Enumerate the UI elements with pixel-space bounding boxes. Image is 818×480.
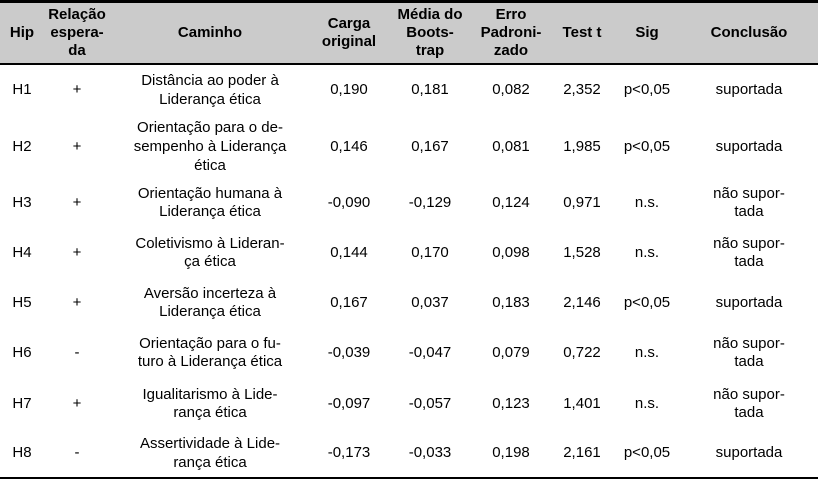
table-row: H4 + Coletivismo à Lideran- ça ética 0,1… <box>0 228 818 279</box>
column-header-media-bootstrap: Média do Boots- trap <box>388 1 472 65</box>
cell-test-t: 2,161 <box>550 430 614 479</box>
cell-hip: H6 <box>0 328 44 379</box>
cell-test-t: 0,722 <box>550 328 614 379</box>
cell-erro: 0,081 <box>472 116 550 179</box>
cell-media: 0,167 <box>388 116 472 179</box>
table-row: H1 + Distância ao poder à Liderança étic… <box>0 64 818 116</box>
cell-erro: 0,183 <box>472 278 550 329</box>
cell-hip: H2 <box>0 116 44 179</box>
cell-caminho: Orientação humana à Liderança ética <box>110 178 310 229</box>
cell-relacao: + <box>44 278 110 329</box>
cell-conclusao: suportada <box>680 64 818 116</box>
cell-media: -0,047 <box>388 328 472 379</box>
cell-carga: 0,146 <box>310 116 388 179</box>
cell-relacao: + <box>44 228 110 279</box>
cell-media: 0,037 <box>388 278 472 329</box>
cell-conclusao: não supor- tada <box>680 378 818 431</box>
cell-test-t: 2,146 <box>550 278 614 329</box>
column-header-erro-padronizado: Erro Padroni- zado <box>472 1 550 65</box>
cell-conclusao: não supor- tada <box>680 228 818 279</box>
cell-carga: 0,144 <box>310 228 388 279</box>
cell-test-t: 1,985 <box>550 116 614 179</box>
cell-erro: 0,082 <box>472 64 550 116</box>
cell-carga: -0,173 <box>310 430 388 479</box>
cell-caminho: Igualitarismo à Lide- rança ética <box>110 378 310 431</box>
cell-relacao: - <box>44 328 110 379</box>
cell-conclusao: suportada <box>680 430 818 479</box>
table-row: H5 + Aversão incerteza à Liderança ética… <box>0 278 818 329</box>
cell-carga: -0,090 <box>310 178 388 229</box>
cell-caminho: Orientação para o fu- turo à Liderança é… <box>110 328 310 379</box>
table-body: H1 + Distância ao poder à Liderança étic… <box>0 64 818 479</box>
cell-sig: n.s. <box>614 228 680 279</box>
cell-caminho: Aversão incerteza à Liderança ética <box>110 278 310 329</box>
cell-sig: p<0,05 <box>614 64 680 116</box>
cell-hip: H8 <box>0 430 44 479</box>
header-row: Hip Relação espera- da Caminho Carga ori… <box>0 1 818 65</box>
column-header-hip: Hip <box>0 1 44 65</box>
cell-carga: 0,190 <box>310 64 388 116</box>
cell-relacao: + <box>44 178 110 229</box>
cell-relacao: + <box>44 64 110 116</box>
cell-conclusao: não supor- tada <box>680 328 818 379</box>
cell-test-t: 2,352 <box>550 64 614 116</box>
cell-caminho: Coletivismo à Lideran- ça ética <box>110 228 310 279</box>
cell-conclusao: não supor- tada <box>680 178 818 229</box>
cell-carga: -0,097 <box>310 378 388 431</box>
cell-caminho: Orientação para o de- sempenho à Lideran… <box>110 116 310 179</box>
cell-erro: 0,198 <box>472 430 550 479</box>
cell-test-t: 1,528 <box>550 228 614 279</box>
cell-media: -0,033 <box>388 430 472 479</box>
table-row: H3 + Orientação humana à Liderança ética… <box>0 178 818 229</box>
cell-caminho: Assertividade à Lide- rança ética <box>110 430 310 479</box>
cell-media: -0,129 <box>388 178 472 229</box>
column-header-test-t: Test t <box>550 1 614 65</box>
cell-conclusao: suportada <box>680 116 818 179</box>
column-header-relacao-esperada: Relação espera- da <box>44 1 110 65</box>
cell-hip: H4 <box>0 228 44 279</box>
cell-media: 0,170 <box>388 228 472 279</box>
cell-sig: n.s. <box>614 378 680 431</box>
cell-hip: H3 <box>0 178 44 229</box>
cell-erro: 0,098 <box>472 228 550 279</box>
cell-test-t: 0,971 <box>550 178 614 229</box>
table-row: H2 + Orientação para o de- sempenho à Li… <box>0 116 818 179</box>
cell-relacao: - <box>44 430 110 479</box>
table-row: H6 - Orientação para o fu- turo à Lidera… <box>0 328 818 379</box>
cell-erro: 0,124 <box>472 178 550 229</box>
cell-caminho: Distância ao poder à Liderança ética <box>110 64 310 116</box>
cell-sig: p<0,05 <box>614 278 680 329</box>
cell-sig: p<0,05 <box>614 116 680 179</box>
cell-media: 0,181 <box>388 64 472 116</box>
cell-sig: p<0,05 <box>614 430 680 479</box>
table-row: H7 + Igualitarismo à Lide- rança ética -… <box>0 378 818 431</box>
cell-test-t: 1,401 <box>550 378 614 431</box>
cell-media: -0,057 <box>388 378 472 431</box>
cell-relacao: + <box>44 378 110 431</box>
cell-hip: H5 <box>0 278 44 329</box>
column-header-caminho: Caminho <box>110 1 310 65</box>
cell-hip: H1 <box>0 64 44 116</box>
cell-sig: n.s. <box>614 328 680 379</box>
cell-carga: -0,039 <box>310 328 388 379</box>
column-header-sig: Sig <box>614 1 680 65</box>
cell-erro: 0,123 <box>472 378 550 431</box>
column-header-conclusao: Conclusão <box>680 1 818 65</box>
table-header: Hip Relação espera- da Caminho Carga ori… <box>0 1 818 65</box>
cell-erro: 0,079 <box>472 328 550 379</box>
table-row: H8 - Assertividade à Lide- rança ética -… <box>0 430 818 479</box>
column-header-carga-original: Carga original <box>310 1 388 65</box>
cell-relacao: + <box>44 116 110 179</box>
cell-conclusao: suportada <box>680 278 818 329</box>
cell-sig: n.s. <box>614 178 680 229</box>
cell-hip: H7 <box>0 378 44 431</box>
cell-carga: 0,167 <box>310 278 388 329</box>
